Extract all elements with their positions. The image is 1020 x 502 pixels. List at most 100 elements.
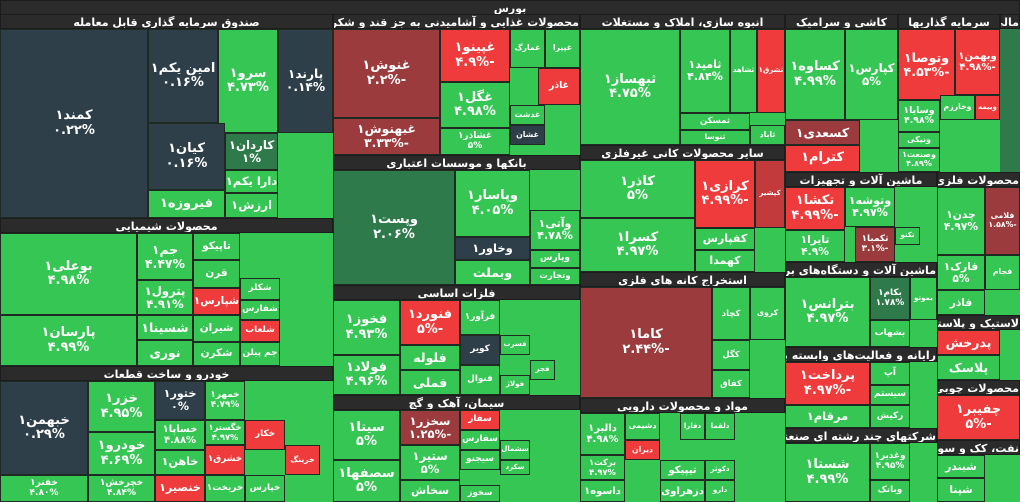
tile: وتجارت [530,268,580,285]
tile-name: غشان [516,129,539,139]
sector-title: نفت، کک و سوخت هسته ای [937,440,1020,455]
tile-name: دکوثر [710,465,730,474]
tile-name: خرینگ [290,454,315,464]
tile: شبندر [937,455,985,478]
tile-name: خمهر۱ [210,389,240,400]
tile-value: ۰.۲۲% [53,122,95,138]
tile-name: پلاسک [948,359,989,375]
tile-name: آپ [884,367,896,378]
tile-name: ستیر۱ [412,448,448,463]
tile-name: شکلر [248,283,272,294]
tile-name: بوعلی۱ [44,258,93,274]
tile-name: غپیرا [552,43,573,53]
tile-value: ۴.۷۸% [537,229,573,242]
tile-name: غمارگ [514,43,541,53]
tile: خچرخش۱ ۴.۸۴% [88,475,155,502]
tile-name: کهمدا [709,253,741,267]
tile: دارو [705,480,735,502]
tile-value: -۵% [965,416,992,432]
sector-title: فلزات اساسی [333,285,580,300]
tile-name: کاما۱ [629,327,663,343]
tile-name: کرازی۱ [701,178,749,194]
tile-name: غاذر [548,80,570,92]
tile: وغدیر۱ ۴.۹۵% [870,443,910,480]
tile-name: تیپیکو [668,464,697,476]
tile: کرازی۱ -۴.۹۹% [695,160,755,228]
tile-name: فملی [412,374,448,390]
tile-name: کاردان۱ [228,137,275,152]
tile-name: ثاباد [759,129,776,139]
tile: فنورد۱ -۵% [400,300,460,345]
tile: وخارزم [940,95,975,120]
tile: ثنوسا [680,130,750,145]
tile-name: نوری [149,345,181,361]
tile-name: تاپیکو [202,239,231,252]
tile-name: فولاژ [505,380,525,389]
tile: کروی [750,287,785,340]
tile: فاذر [937,290,985,315]
sector-title: محصولات غذایی و آشامیدنی به جز قند و شکر [333,14,580,29]
tile: شلعاب [240,320,280,342]
tile: کفپارس [695,228,755,250]
tile: ثشرق۱ [757,29,785,113]
tile-name: خزر۱ [105,391,138,407]
tile: تکشا۱ -۴.۹۹% [785,187,845,230]
tile-name: دفارا [683,421,702,430]
tile-name: پارسان۱ [41,325,96,341]
tile-name: وتوصا۱ [903,49,950,65]
tile-value: ۰.۱۶% [165,155,208,171]
tile-name: وسایا۱ [903,104,935,116]
tile-value: ۲.۰۶% [373,226,415,242]
tile: خزر۱ ۴.۹۵% [88,381,155,432]
tile: ثمسکن [680,113,750,130]
tile-name: غدشت [514,109,541,119]
tile: ثامید۱ ۴.۸۴% [680,29,730,113]
tile-name: ثشرق۱ [758,66,784,75]
tile-value: -۴.۹۷% [803,382,852,398]
tile-value: ۴.۴۷% [145,255,185,271]
tile-name: وپاسار۱ [467,188,518,204]
tile-name: کسعدی۱ [795,124,850,140]
tile: وپست۱ ۲.۰۶% [333,170,455,285]
tile-value: ۴.۹۹% [794,73,836,89]
sector-title: مالی [1000,14,1020,29]
tile-name: شکرن [200,347,233,360]
tile-name: دارا یکم۱ [225,174,278,189]
tile-name: خگستر۱ [208,422,242,433]
tile-name: فخوز۱ [345,312,388,328]
tile: سیستم [870,385,910,405]
tile-name: جم پیلن [242,348,278,359]
tile: ونیکی [898,132,940,148]
tile: خبهمن۱ ۰.۲۹% [0,381,88,475]
tile: فلوله [400,345,460,370]
tile: سخاش [400,480,460,502]
tile: فولاد۱ ۴.۹۶% [333,355,400,395]
tile: بکام۱ ۱.۷۸% [870,277,910,320]
tile-name: ثامید۱ [688,57,722,71]
tile: دشیمی [625,413,660,440]
tile-value: ۴.۹۹% [47,339,90,355]
tile-name: سکرد [505,462,525,471]
tile: نوری [137,340,193,366]
tile-value: -۲.۲% [366,72,407,88]
tile: فیروزه۱ [148,190,225,218]
tile-name: خچرخش۱ [99,477,144,488]
sector-title: صندوق سرمایه گذاری قابل معامله [0,14,333,29]
tile-name: سیجنو [466,454,494,465]
tile-name: خریخت۱ [206,482,244,493]
tile-value: ۴.۶۹% [100,452,143,468]
tile-name: فرآور۱ [464,311,496,322]
tile: آپ [870,362,910,385]
tile: فجر [530,360,555,380]
tile-value: ۵% [356,434,377,449]
tile: برکت۱ ۴.۹۷% [580,455,625,480]
tile-name: تایرا۱ [800,233,830,247]
tile-name: فلامی [990,211,1015,221]
tile: شپارس۱ [193,288,240,315]
tile: کترام۱ [785,145,860,172]
tile-value: ۱.۷۸% [875,297,905,308]
tile: کاذر۱ ۵% [580,160,695,218]
tile-value: ۴.۹۵% [100,405,143,421]
tile-name: فجر [535,365,550,374]
